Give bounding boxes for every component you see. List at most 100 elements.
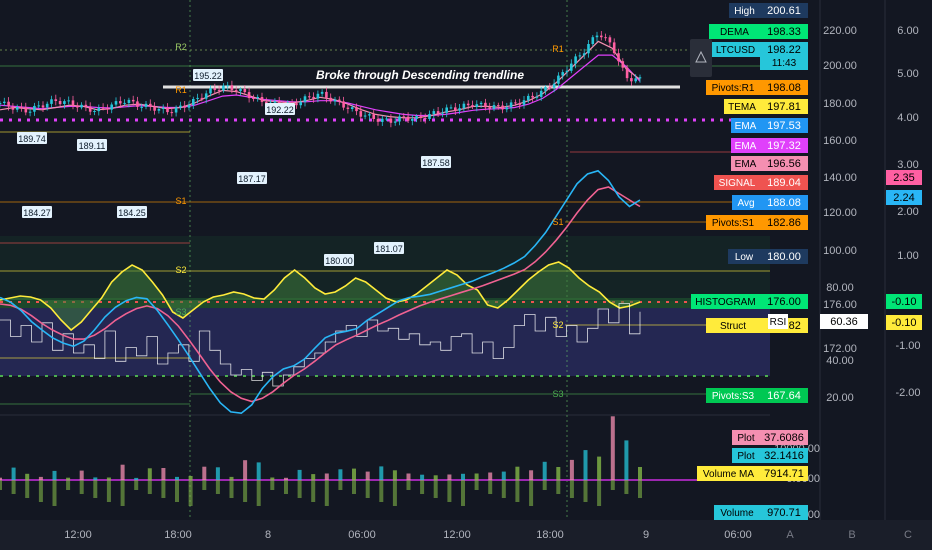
histogram-band — [0, 298, 770, 308]
candle-body — [363, 115, 367, 117]
series-value: 198.08 — [767, 82, 801, 94]
candle-body — [114, 101, 118, 105]
rsi-name: RSI — [770, 317, 787, 328]
volume-bar — [175, 476, 179, 480]
series-name-box — [732, 430, 760, 445]
candle-body — [402, 116, 406, 118]
volume-bar — [229, 476, 234, 480]
swing-label-box — [324, 254, 354, 266]
candle-body — [217, 89, 221, 91]
series-value: 37.6086 — [764, 432, 804, 444]
candle-body — [466, 103, 470, 106]
right-tag-value: 2.24 — [893, 192, 914, 204]
candle-body — [436, 111, 440, 114]
x-tick-label: 06:00 — [348, 529, 376, 541]
candle-body — [123, 102, 126, 104]
volume-bar — [365, 471, 370, 480]
candle-body — [522, 100, 526, 105]
right-tick-label: 5.00 — [897, 68, 918, 80]
candle-body — [131, 99, 135, 102]
candle-body — [63, 101, 66, 104]
candle-body — [587, 44, 590, 54]
candle-body — [295, 103, 298, 106]
volume-bar-lower — [420, 480, 425, 494]
candle-body — [333, 99, 337, 102]
candle-body — [243, 89, 247, 93]
candle-body — [350, 107, 354, 109]
candle-body — [454, 107, 457, 111]
oscillator-fill — [0, 262, 640, 330]
swing-label-box — [265, 103, 295, 115]
candle-body — [561, 72, 564, 76]
candle-body — [565, 70, 569, 73]
series-name-box — [706, 80, 760, 95]
candle-body — [595, 35, 599, 38]
series-value: 198.22 — [767, 44, 801, 56]
volume-bar — [243, 460, 248, 480]
candle-body — [497, 105, 500, 107]
candle-body — [299, 101, 302, 106]
volume-bar-lower — [556, 480, 561, 494]
volume-bar-lower — [338, 480, 343, 490]
swing-label: 187.58 — [422, 158, 450, 168]
volume-bar — [79, 470, 84, 480]
volume-bar-lower — [284, 480, 288, 494]
series-value: 197.53 — [767, 120, 801, 132]
volume-bar — [583, 450, 588, 480]
series-value-box — [760, 24, 808, 39]
candle-body — [428, 114, 431, 119]
series-value: 182.86 — [767, 217, 801, 229]
volume-bar — [597, 456, 602, 480]
rsi-name-box — [768, 314, 788, 329]
candle-body — [213, 88, 217, 90]
series-value: 180.00 — [767, 251, 801, 263]
x-tick-label: 06:00 — [724, 529, 752, 541]
volume-bar — [25, 473, 30, 480]
candle-body — [149, 103, 152, 107]
alert-widget-bg — [690, 39, 712, 77]
volume-bar-lower — [406, 480, 411, 490]
volume-bar — [352, 468, 356, 480]
candle-body — [0, 103, 2, 104]
volume-bar-lower — [147, 480, 152, 494]
series-value-box — [760, 294, 808, 309]
volume-bar — [474, 473, 479, 480]
candle-body — [76, 105, 79, 108]
volume-bar — [529, 470, 534, 481]
candle-body — [355, 107, 358, 112]
candle-body — [157, 109, 161, 111]
price-tick-label: 40.00 — [826, 355, 854, 367]
pivot-marker: S2 — [175, 265, 186, 275]
candle-body — [144, 103, 148, 107]
volume-bar — [147, 468, 152, 480]
x-tick-label: 8 — [265, 529, 271, 541]
right-tick-label: -2.00 — [895, 387, 920, 399]
series-name: Volume — [720, 508, 754, 519]
swing-label-box — [374, 242, 404, 254]
series-name-box — [731, 118, 760, 133]
volume-bar — [556, 467, 561, 480]
candle-body — [80, 104, 83, 108]
candle-body — [33, 105, 36, 112]
time-axis-bar — [0, 520, 932, 550]
volume-bar-lower — [324, 480, 329, 506]
swing-label-box — [237, 172, 267, 184]
candle-body — [204, 93, 208, 99]
series-name: Pivots:R1 — [712, 83, 755, 94]
candle-body — [441, 112, 444, 114]
volume-bar — [488, 472, 493, 480]
candle-body — [488, 107, 491, 109]
series-name-box — [691, 294, 760, 309]
volume-bar — [188, 476, 193, 480]
swing-label: 181.07 — [375, 244, 403, 254]
candle-body — [423, 118, 427, 119]
right-tag-box — [886, 294, 922, 309]
series-value: 196.56 — [767, 158, 801, 170]
candle-body — [209, 88, 212, 94]
candle-body — [548, 87, 552, 89]
series-name-box — [706, 215, 760, 230]
alert-icon — [695, 50, 707, 63]
volume-bar — [202, 466, 207, 480]
series-value-box — [760, 448, 808, 463]
volume-bar-lower — [597, 480, 602, 506]
